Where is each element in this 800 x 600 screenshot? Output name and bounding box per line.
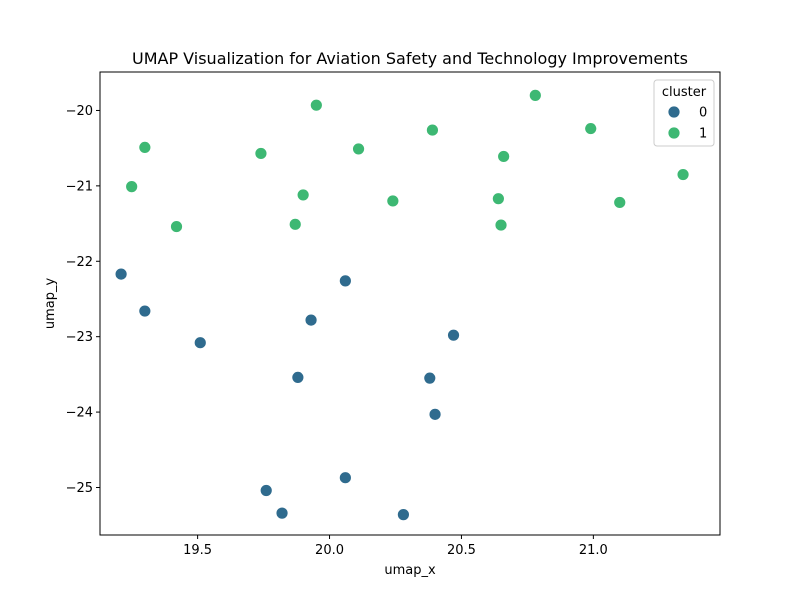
- x-tick-label: 21.0: [579, 543, 608, 558]
- x-axis-label: umap_x: [384, 563, 436, 578]
- legend-marker-cluster-1: [667, 126, 681, 140]
- x-tick-label: 19.5: [183, 543, 212, 558]
- cluster-1-point: [288, 217, 302, 231]
- plot-area-frame: [99, 71, 721, 536]
- y-tick-label: −20: [66, 104, 93, 119]
- cluster-1-point: [309, 98, 323, 112]
- cluster-1-point: [352, 142, 365, 156]
- cluster-1-point: [584, 122, 598, 135]
- cluster-0-point: [259, 484, 273, 497]
- cluster-0-point: [423, 371, 437, 385]
- cluster-1-point: [254, 147, 268, 160]
- cluster-1-point: [676, 168, 690, 181]
- cluster-1-point: [170, 220, 183, 233]
- y-axis-label: umap_y: [43, 278, 58, 330]
- x-tick-label: 20.0: [315, 543, 344, 558]
- cluster-1-point: [296, 188, 310, 202]
- cluster-0-point: [138, 304, 152, 318]
- legend: cluster 0 1: [653, 79, 715, 147]
- legend-label-cluster-0: 0: [699, 106, 707, 121]
- chart-title: UMAP Visualization for Aviation Safety a…: [132, 49, 688, 68]
- cluster-0-point: [397, 508, 410, 522]
- cluster-1-point: [125, 180, 139, 194]
- cluster-1-point: [138, 141, 152, 154]
- cluster-0-point: [338, 471, 352, 485]
- y-axis: −25 −24 −23 −22 −21 −20: [66, 104, 100, 496]
- y-tick-label: −22: [66, 255, 93, 270]
- y-tick-label: −25: [66, 481, 93, 496]
- cluster-0-point: [275, 506, 289, 520]
- x-tick-label: 20.5: [447, 543, 476, 558]
- cluster-1-point: [491, 192, 505, 206]
- cluster-0-point: [114, 267, 128, 281]
- cluster-0-point: [447, 328, 460, 342]
- legend-label-cluster-1: 1: [699, 127, 707, 142]
- cluster-0-point: [193, 336, 207, 350]
- x-axis: 19.5 20.0 20.5 21.0: [183, 535, 608, 558]
- y-tick-label: −24: [66, 406, 93, 421]
- cluster-1-point: [528, 88, 542, 102]
- y-tick-label: −21: [66, 179, 93, 194]
- cluster-1-point: [426, 123, 439, 137]
- cluster-1-point: [497, 150, 511, 163]
- cluster-0-point: [304, 313, 318, 327]
- y-tick-label: −23: [66, 330, 93, 345]
- cluster-0-point: [291, 370, 305, 384]
- cluster-0-point: [428, 407, 442, 421]
- cluster-0-point: [338, 274, 352, 288]
- legend-marker-cluster-0: [667, 105, 681, 119]
- cluster-1-point: [386, 194, 400, 208]
- cluster-1-point: [494, 218, 508, 232]
- cluster-1-point: [613, 196, 627, 209]
- legend-title: cluster: [662, 85, 707, 100]
- data-points: [114, 88, 690, 522]
